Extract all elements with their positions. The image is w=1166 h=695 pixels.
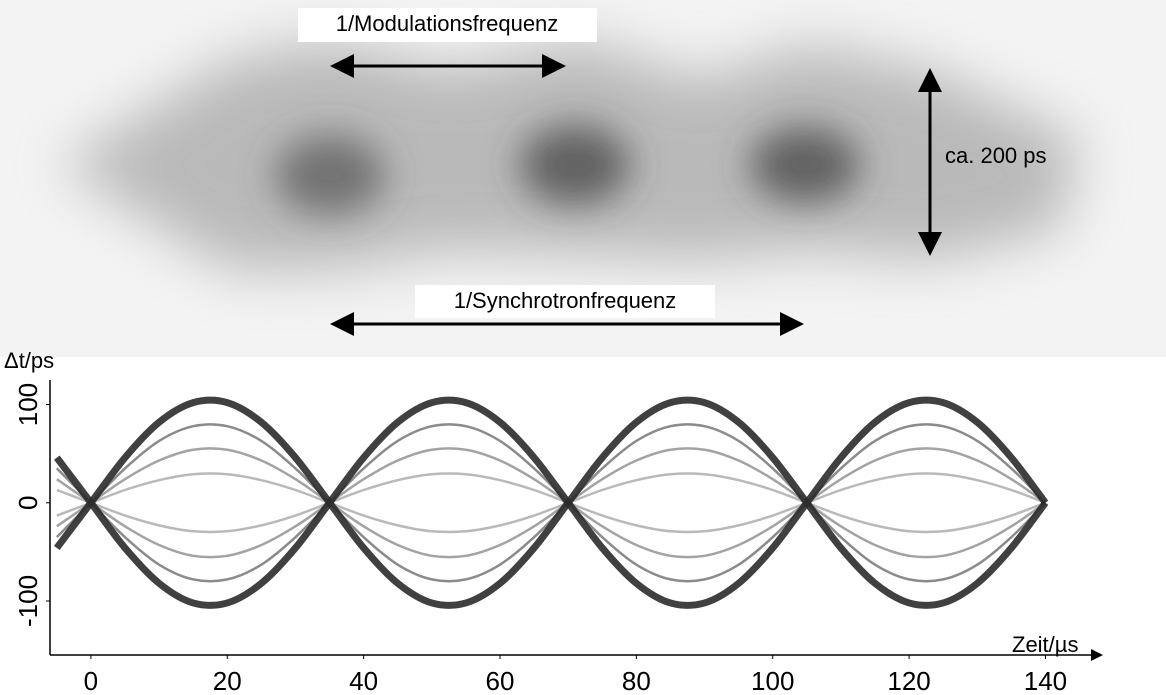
x-tick-label: 20	[213, 666, 242, 695]
series-line	[56, 472, 1046, 534]
y-tick-label: 100	[13, 383, 43, 426]
x-tick-label: 60	[486, 666, 515, 695]
x-tick-label: 0	[84, 666, 98, 695]
plot: Δt/ps Zeit/µs 0 20 40 60 80 100 120 140 -100 0 100	[4, 348, 1103, 695]
y-tick-label: 0	[13, 496, 43, 510]
y-axis-label: Δt/ps	[4, 348, 54, 373]
series-line	[54, 396, 1049, 609]
annotation: ca. 200 ps	[945, 143, 1047, 168]
x-tick-label: 80	[622, 666, 651, 695]
series-line	[56, 447, 1047, 559]
series-line	[54, 396, 1049, 609]
lines	[54, 396, 1049, 609]
x-tick-label: 100	[751, 666, 794, 695]
annotation: 1/Modulationsfrequenz	[336, 11, 559, 36]
y-tick-label: -100	[13, 575, 43, 627]
streak-image: 1/Modulationsfrequenz ca. 200 ps 1/Synch…	[0, 0, 1166, 357]
series-line	[56, 472, 1046, 534]
x-tick-label: 140	[1024, 666, 1067, 695]
x-axis-label: Zeit/µs	[1012, 632, 1078, 657]
series-line	[56, 447, 1047, 559]
x-tick-label: 40	[349, 666, 378, 695]
annotation: 1/Synchrotronfrequenz	[454, 288, 677, 313]
x-tick-label: 120	[887, 666, 930, 695]
